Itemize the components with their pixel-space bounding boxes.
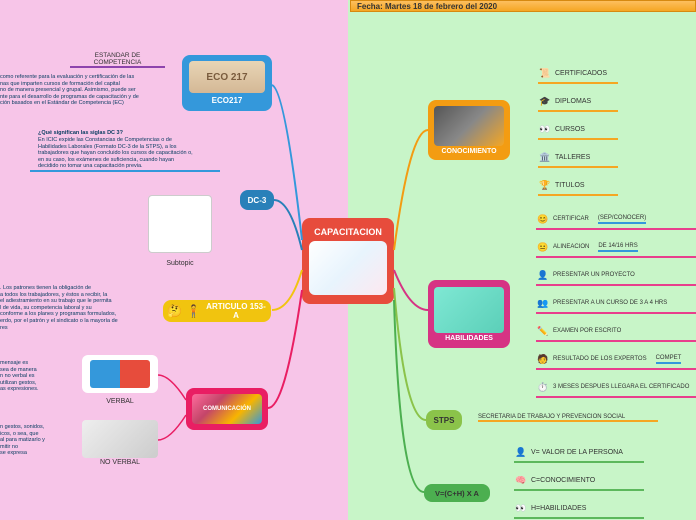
habilidades-item[interactable]: 😐ALINEACION DE 14/16 HRS (536, 240, 696, 258)
dc3-node[interactable]: DC-3 (240, 190, 274, 210)
item-text: ALINEACION (553, 244, 589, 250)
formula-item[interactable]: 🧠C=CONOCIMIENTO (514, 473, 644, 491)
habilidades-image (434, 287, 504, 333)
eco-desc: como referente para la evaluación y cert… (0, 74, 175, 107)
eco217-badge: ECO 217 (189, 61, 265, 93)
item-icon: 🧑 (536, 352, 550, 366)
item-icon: 👤 (536, 268, 550, 282)
stps-node[interactable]: STPS (426, 410, 462, 430)
conocimiento-item[interactable]: 📜CERTIFICADOS (538, 66, 618, 84)
conocimiento-label: CONOCIMIENTO (441, 148, 496, 155)
item-icon: 🏛️ (538, 150, 552, 164)
eco-header: ESTANDAR DE COMPETENCIA (70, 52, 165, 68)
item-text: 3 MESES DESPUES LLEGARA EL CERTIFICADO (553, 384, 689, 390)
thinking-icon: 🤔 (167, 304, 182, 318)
eco217-label: ECO217 (212, 96, 243, 105)
item-icon: 😐 (536, 240, 550, 254)
habilidades-item[interactable]: 😊CERTIFICAR (SEP/CONOCER) (536, 212, 696, 230)
habilidades-node[interactable]: HABILIDADES (428, 280, 510, 348)
habilidades-item[interactable]: 👤PRESENTAR UN PROYECTO (536, 268, 696, 286)
item-text: TITULOS (555, 182, 585, 189)
item-text: PRESENTAR UN PROYECTO (553, 272, 635, 278)
item-icon: ✏️ (536, 324, 550, 338)
comunicacion-node[interactable]: COMUNICACIÓN (186, 388, 268, 430)
conocimiento-item[interactable]: 🏛️TALLERES (538, 150, 618, 168)
eco217-node[interactable]: ECO 217 ECO217 (182, 55, 272, 111)
item-icon: 🧠 (514, 473, 528, 487)
verbal-label: VERBAL (100, 398, 140, 405)
conocimiento-item[interactable]: 🏆TITULOS (538, 178, 618, 196)
verbal-image (82, 355, 158, 393)
habilidades-item[interactable]: ⏱️3 MESES DESPUES LLEGARA EL CERTIFICADO (536, 380, 696, 398)
habilidades-item[interactable]: 👥PRESENTAR A UN CURSO DE 3 A 4 HRS (536, 296, 696, 314)
item-extra: (SEP/CONOCER) (598, 215, 646, 224)
item-icon: 🎓 (538, 94, 552, 108)
item-text: PRESENTAR A UN CURSO DE 3 A 4 HRS (553, 300, 667, 306)
item-icon: 👀 (538, 122, 552, 136)
verbal-icon (90, 360, 150, 388)
item-text: CERTIFICAR (553, 216, 589, 222)
item-text: RESULTADO DE LOS EXPERTOS (553, 356, 647, 362)
habilidades-item[interactable]: 🧑RESULTADO DE LOS EXPERTOS COMPET (536, 352, 696, 370)
conocimiento-item[interactable]: 🎓DIPLOMAS (538, 94, 618, 112)
noverbal-desc: n gestos, sonidos, icos, o sea, que al p… (0, 424, 62, 457)
item-text: CERTIFICADOS (555, 70, 607, 77)
noverbal-label: NO VERBAL (92, 459, 148, 466)
item-text: H=HABILIDADES (531, 505, 586, 512)
item-text: V= VALOR DE LA PERSONA (531, 449, 623, 456)
habilidades-item[interactable]: ✏️EXAMEN POR ESCRITO (536, 324, 696, 342)
noverbal-image (82, 420, 158, 458)
item-icon: 😊 (536, 212, 550, 226)
formula-node[interactable]: V=(C+H) X A (424, 484, 490, 502)
item-icon: 👀 (514, 501, 528, 515)
comunicacion-label: COMUNICACIÓN (192, 394, 262, 424)
dc3-subtopic: Subtopic (160, 260, 200, 267)
articulo-desc: . Los patrones tienen la obligación de a… (0, 285, 155, 331)
formula-item[interactable]: 👀H=HABILIDADES (514, 501, 644, 519)
conocimiento-image (434, 106, 504, 146)
conocimiento-item[interactable]: 👀CURSOS (538, 122, 618, 140)
item-icon: 🏆 (538, 178, 552, 192)
item-text: EXAMEN POR ESCRITO (553, 328, 621, 334)
center-label: CAPACITACION (314, 227, 382, 237)
dc3-underline (30, 170, 220, 172)
verbal-desc: mensaje es sea de manera n no verbal es … (0, 360, 60, 393)
item-text: CURSOS (555, 126, 585, 133)
stps-full: SECRETARIA DE TRABAJO Y PREVENCION SOCIA… (478, 414, 658, 422)
right-background (348, 0, 696, 520)
dc3-image (148, 195, 212, 253)
articulo-label: ARTICULO 153-A (205, 302, 267, 320)
item-extra: COMPET (656, 355, 682, 364)
center-node[interactable]: CAPACITACION (302, 218, 394, 304)
habilidades-label: HABILIDADES (445, 335, 493, 342)
conocimiento-node[interactable]: CONOCIMIENTO (428, 100, 510, 160)
person-icon: 🧍 (186, 304, 201, 318)
date-bar: Fecha: Martes 18 de febrero del 2020 (350, 0, 696, 12)
formula-item[interactable]: 👤V= VALOR DE LA PERSONA (514, 445, 644, 463)
item-text: TALLERES (555, 154, 590, 161)
item-extra: DE 14/16 HRS (598, 243, 637, 252)
center-image (309, 241, 387, 295)
item-text: DIPLOMAS (555, 98, 591, 105)
item-icon: ⏱️ (536, 380, 550, 394)
item-icon: 📜 (538, 66, 552, 80)
articulo-node[interactable]: 🤔 🧍 ARTICULO 153-A (163, 300, 271, 322)
item-text: C=CONOCIMIENTO (531, 477, 595, 484)
item-icon: 👤 (514, 445, 528, 459)
dc3-question: ¿Qué significan las siglas DC 3? (38, 130, 123, 137)
item-icon: 👥 (536, 296, 550, 310)
dc3-desc: En ICIC expide las Constancias de Compet… (38, 137, 218, 170)
